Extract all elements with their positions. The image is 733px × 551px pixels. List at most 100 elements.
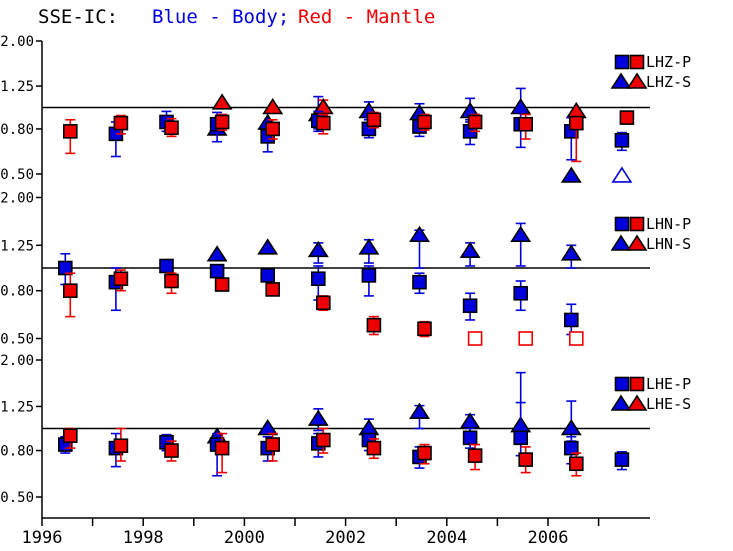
marker-lhz-p-mantle: [265, 121, 281, 137]
marker-lhn-s-body: [307, 240, 329, 258]
marker-lhz-p-mantle: [467, 114, 483, 130]
marker-lhz-s-mantle: [262, 98, 284, 115]
legend-triangle-body-icon: [610, 234, 632, 251]
marker-lhe-p-body: [462, 430, 478, 446]
marker-lhe-p-mantle: [315, 432, 331, 448]
marker-lhe-p-body: [513, 430, 529, 446]
marker-lhe-p-mantle: [164, 443, 179, 458]
marker-lhe-p-mantle: [113, 438, 129, 454]
marker-lhz-p-mantle: [62, 124, 78, 139]
marker-lhn-s-body: [560, 244, 582, 261]
marker-lhe-s-body: [560, 419, 582, 436]
marker-lhn-p-mantle: [62, 283, 78, 298]
y-tick-label: 2.00: [0, 191, 34, 207]
marker-lhz-p-body: [614, 133, 630, 148]
marker-lhz-p-mantle: [366, 112, 382, 128]
y-tick-label: 0.80: [0, 122, 34, 138]
marker-lhe-p-body: [614, 452, 630, 467]
marker-lhz-s-body: [611, 166, 633, 183]
legend-square-mantle-icon: [629, 376, 645, 392]
y-tick-label: 1.25: [0, 238, 34, 254]
legend-label-lhn-s: LHN-S: [646, 235, 691, 253]
marker-lhz-s-mantle: [211, 93, 233, 110]
marker-lhn-p-mantle: [568, 331, 584, 346]
marker-lhz-p-mantle: [518, 116, 534, 132]
x-tick-label: 2004: [426, 528, 467, 548]
marker-lhn-s-body: [510, 225, 532, 243]
marker-lhn-s-body: [459, 241, 481, 258]
legend-label-lhe-s: LHE-S: [646, 395, 691, 413]
marker-lhn-p-body: [260, 268, 276, 283]
y-tick-label: 0.50: [0, 332, 34, 348]
marker-lhn-p-body: [513, 285, 529, 301]
marker-lhn-p-mantle: [518, 331, 534, 346]
marker-lhe-p-mantle: [568, 456, 584, 472]
marker-lhe-p-mantle: [62, 428, 78, 443]
marker-lhe-s-body: [459, 412, 481, 429]
marker-lhn-p-mantle: [315, 295, 331, 311]
legend-square-body-icon: [614, 54, 630, 70]
marker-lhz-p-mantle: [619, 110, 635, 125]
marker-lhn-s-body: [409, 225, 430, 243]
marker-lhn-s-body: [358, 238, 380, 255]
marker-lhz-p-mantle: [164, 120, 179, 136]
y-tick-label: 1.25: [0, 399, 34, 415]
marker-lhn-s-body: [206, 245, 228, 262]
y-tick-label: 0.80: [0, 444, 34, 460]
marker-lhn-p-body: [462, 298, 478, 314]
marker-lhn-p-mantle: [113, 271, 129, 287]
x-tick-label: 2000: [224, 528, 265, 548]
marker-lhz-s-body: [510, 98, 532, 115]
marker-lhn-p-mantle: [417, 321, 432, 337]
marker-lhe-p-mantle: [366, 440, 382, 456]
legend-triangle-mantle-icon: [626, 234, 648, 251]
legend-square-mantle-icon: [629, 216, 645, 232]
marker-lhn-p-mantle: [467, 331, 483, 346]
marker-lhz-p-mantle: [568, 115, 584, 131]
marker-lhn-p-body: [563, 312, 579, 328]
marker-lhe-p-mantle: [265, 437, 281, 452]
x-tick-label: 1996: [22, 528, 63, 548]
marker-lhz-p-mantle: [417, 114, 432, 130]
marker-lhz-s-body: [560, 166, 582, 183]
marker-lhe-p-mantle: [467, 448, 483, 463]
marker-lhn-p-mantle: [164, 273, 179, 289]
marker-lhz-p-mantle: [315, 115, 331, 131]
chart-title-station: SSE-IC:: [38, 6, 118, 28]
x-tick-label: 2006: [528, 528, 569, 548]
marker-lhz-p-mantle: [214, 114, 230, 130]
x-tick-label: 1998: [123, 528, 164, 548]
marker-lhn-p-mantle: [366, 317, 382, 333]
marker-lhn-p-body: [57, 260, 73, 276]
legend-label-lhz-p: LHZ-P: [646, 53, 691, 71]
marker-lhn-p-body: [412, 274, 427, 290]
legend-square-body-icon: [614, 216, 630, 232]
marker-lhn-s-body: [257, 238, 279, 255]
marker-lhe-p-mantle: [518, 452, 534, 467]
marker-lhn-p-mantle: [214, 277, 230, 292]
chart-title-mantle-legend: Red - Mantle: [298, 6, 435, 28]
x-tick-label: 2002: [325, 528, 366, 548]
marker-lhn-p-body: [209, 263, 225, 279]
marker-lhn-p-body: [159, 258, 174, 274]
legend-label-lhe-p: LHE-P: [646, 375, 691, 393]
legend-square-body-icon: [614, 376, 630, 392]
marker-lhn-p-mantle: [265, 282, 281, 297]
legend-triangle-mantle-icon: [626, 394, 648, 411]
marker-lhe-p-mantle: [417, 445, 432, 461]
marker-lhz-p-mantle: [113, 115, 129, 131]
legend-triangle-mantle-icon: [626, 72, 648, 89]
marker-lhn-p-body: [361, 268, 377, 283]
marker-lhz-s-mantle: [312, 98, 334, 115]
legend-triangle-body-icon: [610, 394, 632, 411]
y-tick-label: 0.80: [0, 284, 34, 300]
marker-lhe-p-mantle: [214, 440, 230, 456]
legend-triangle-body-icon: [610, 72, 632, 89]
marker-lhe-s-body: [409, 402, 430, 419]
y-tick-label: 1.25: [0, 79, 34, 95]
chart-title-body-legend: Blue - Body;: [152, 6, 289, 28]
y-tick-label: 2.00: [0, 353, 34, 369]
marker-lhe-s-body: [307, 409, 329, 426]
